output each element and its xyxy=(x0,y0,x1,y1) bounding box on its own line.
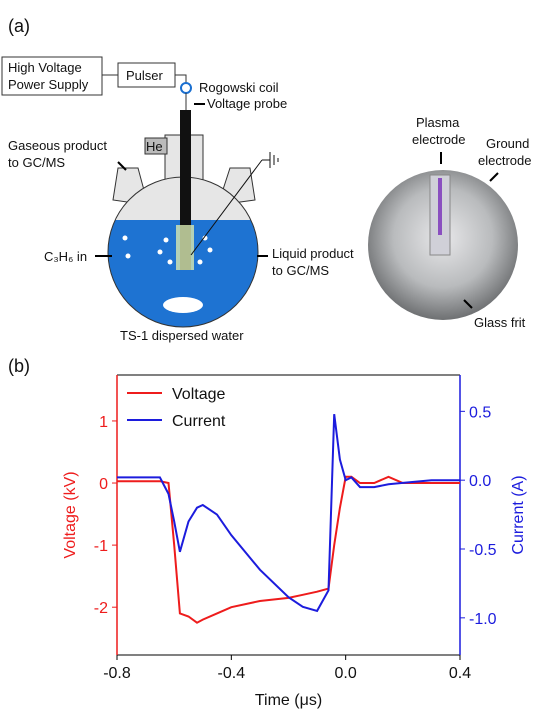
y-tick-label: -2 xyxy=(94,600,108,617)
series-line xyxy=(117,413,460,613)
liquid-label: Liquid product xyxy=(272,246,354,261)
wire xyxy=(175,74,187,84)
rogowski-coil xyxy=(180,82,192,94)
ground-label: Ground xyxy=(486,136,529,151)
power-label: Power Supply xyxy=(8,77,89,92)
x-tick-label: -0.4 xyxy=(218,665,246,682)
plasma-label: Plasma xyxy=(416,115,460,130)
ground-wire xyxy=(190,159,263,256)
probe xyxy=(180,110,191,270)
water-label: TS-1 dispersed water xyxy=(120,328,244,343)
ground-label: electrode xyxy=(478,153,531,168)
arrow xyxy=(117,161,127,171)
coil xyxy=(176,225,194,270)
legend-label: Current xyxy=(172,413,226,430)
chart: -0.8 -0.4 0.0 0.4 -2 -1 0 1 -1.0 -0.5 0.0 0.5 Time (… xyxy=(62,374,527,709)
panel-label: (a) xyxy=(8,16,30,36)
pulser-label: Pulser xyxy=(126,68,164,83)
liquid-label: to GC/MS xyxy=(272,263,329,278)
x-axis-label: Time (μs) xyxy=(255,692,322,709)
y2-tick-label: -1.0 xyxy=(469,611,497,628)
probe-label: Voltage probe xyxy=(207,96,287,111)
frit xyxy=(163,297,203,313)
y2-tick-label: 0.0 xyxy=(469,473,491,490)
gas-label: to GC/MS xyxy=(8,155,65,170)
c3h6-label: C₃H₆ in xyxy=(44,249,87,264)
y-axis-label: Voltage (kV) xyxy=(62,471,79,558)
y2-tick-label: 0.5 xyxy=(469,404,491,421)
x-tick-label: 0.4 xyxy=(449,665,471,682)
x-tick-label: 0.0 xyxy=(335,665,357,682)
frit-label: Glass frit xyxy=(474,315,526,330)
arrow xyxy=(463,299,473,309)
power-box xyxy=(1,56,103,96)
x-tick-label: -0.8 xyxy=(103,665,131,682)
series-line xyxy=(117,475,460,624)
gas-label: Gaseous product xyxy=(8,138,107,153)
y-tick-label: 1 xyxy=(99,414,108,431)
arrow xyxy=(489,172,499,182)
he-label: He xyxy=(146,139,163,154)
he-tube xyxy=(144,137,168,155)
y-tick-label: -1 xyxy=(94,538,108,555)
legend-label: Voltage xyxy=(172,386,225,403)
power-label: High Voltage xyxy=(8,60,82,75)
panel-label: (b) xyxy=(8,356,30,376)
ground-symbol xyxy=(262,152,279,168)
rogowski-label: Rogowski coil xyxy=(199,80,279,95)
y2-axis-label: Current (A) xyxy=(510,475,527,554)
y-tick-label: 0 xyxy=(99,476,108,493)
bubbles xyxy=(122,235,213,265)
y2-tick-label: -0.5 xyxy=(469,542,497,559)
plasma-label: electrode xyxy=(412,132,465,147)
